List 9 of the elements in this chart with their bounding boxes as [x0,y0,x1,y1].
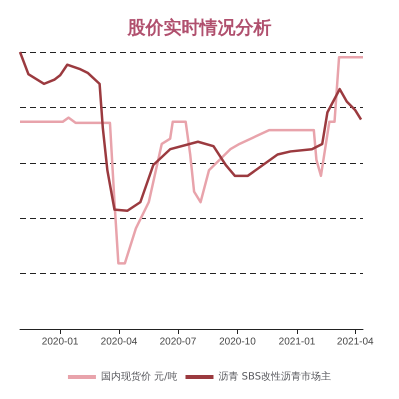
x-tick-label: 2020-07 [160,336,197,348]
legend-label: 国内现货价 元/吨 [100,370,178,382]
x-tick-label: 2020-01 [42,336,79,348]
x-tick-label: 2020-04 [100,336,138,348]
x-tick-label: 2020-10 [219,336,256,348]
chart-title: 股价实时情况分析 [126,18,272,38]
legend-label: 沥青 SBS改性沥青市场主 [218,370,332,382]
x-tick-label: 2021-04 [336,336,374,348]
x-tick-label: 2021-01 [278,336,316,348]
